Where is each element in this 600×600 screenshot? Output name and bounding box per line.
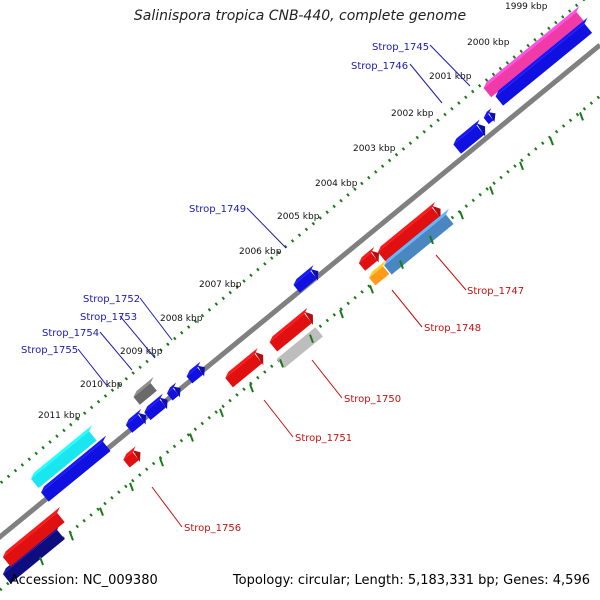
callout-leader-line (311, 359, 343, 399)
strop-1747-steel-block[interactable] (384, 208, 454, 275)
plus-strand-gene[interactable] (41, 435, 111, 502)
callout-leader-line (391, 289, 423, 328)
tick-label: 2002 kbp (391, 109, 434, 119)
tick-label: 1999 kbp (505, 2, 548, 12)
callout-leader-line (429, 44, 471, 87)
tick-label: 2007 kbp (199, 280, 242, 290)
gene-label-strop-1755[interactable]: Strop_1755 (21, 345, 78, 356)
pink-feature-block[interactable] (483, 6, 585, 98)
strop-1745-gene[interactable] (495, 17, 593, 106)
tick-label: 2000 kbp (467, 38, 510, 48)
topology-label: Topology: circular; Length: 5,183,331 bp… (232, 573, 590, 588)
gene-features (2, 6, 593, 584)
minor-tick-marks (39, 112, 584, 566)
cyan-feature-block[interactable] (30, 425, 97, 489)
callout-leader-line (119, 315, 156, 359)
gene-callouts: Strop_1745 Strop_1746 Strop_1747 Strop_1748… (21, 42, 524, 534)
strop-1750-gene[interactable] (269, 307, 314, 352)
gene-label-strop-1754[interactable]: Strop_1754 (42, 328, 99, 339)
gene-label-strop-1749[interactable]: Strop_1749 (189, 204, 246, 215)
tick-label: 2001 kbp (429, 72, 472, 82)
callout-leader-line (409, 63, 443, 104)
strop-1753-gene[interactable] (166, 382, 181, 401)
minus-strand-gene[interactable] (2, 506, 65, 567)
map-title: Salinispora tropica CNB-440, complete ge… (133, 8, 467, 24)
tick-label: 2009 kbp (120, 347, 163, 357)
gene-label-strop-1746[interactable]: Strop_1746 (351, 61, 408, 72)
strop-1752-gene[interactable] (186, 361, 205, 384)
strop-1748-gene[interactable] (369, 260, 390, 286)
callout-leader-line (139, 297, 173, 341)
tick-label: 2005 kbp (277, 212, 320, 222)
tick-label: 2010 kbp (80, 380, 123, 390)
accession-label: Accession: NC_009380 (10, 573, 158, 588)
callout-leader-line (151, 486, 183, 528)
darkgray-feature-block[interactable] (133, 377, 157, 405)
gene-label-strop-1750[interactable]: Strop_1750 (344, 394, 401, 405)
tick-label: 2006 kbp (239, 247, 282, 257)
gene-label-strop-1756[interactable]: Strop_1756 (184, 523, 241, 534)
gene-label-strop-1752[interactable]: Strop_1752 (83, 294, 140, 305)
tick-label: 2004 kbp (315, 179, 358, 189)
gene-label-strop-1747[interactable]: Strop_1747 (467, 286, 524, 297)
gene-label-strop-1751[interactable]: Strop_1751 (295, 433, 352, 444)
strop-1755-gene[interactable] (125, 408, 147, 433)
gene-label-strop-1753[interactable]: Strop_1753 (80, 312, 137, 323)
callout-leader-line (246, 207, 287, 249)
strop-1751-gene[interactable] (225, 347, 264, 388)
strop-1746-gene[interactable] (453, 119, 486, 154)
callout-leader-line (263, 399, 294, 438)
tick-label: 2008 kbp (160, 314, 203, 324)
callout-leader-line (99, 331, 133, 371)
strop-1756-gene[interactable] (123, 446, 141, 468)
callout-leader-line (435, 254, 467, 291)
callout-leader-line (77, 348, 109, 388)
tick-label: 2011 kbp (38, 411, 81, 421)
strop-1747-small-gene[interactable] (358, 246, 380, 271)
strop-1747-gene[interactable] (377, 201, 441, 262)
gene-label-strop-1748[interactable]: Strop_1748 (424, 323, 481, 334)
gene-label-strop-1745[interactable]: Strop_1745 (372, 42, 429, 53)
tick-labels: 1999 kbp 2000 kbp 2001 kbp 2002 kbp 2003 kbp… (38, 2, 548, 421)
strop-1754-gene[interactable] (144, 393, 168, 421)
strop-1749-gene[interactable] (293, 265, 319, 293)
strop-1746-small-gene[interactable] (483, 108, 496, 125)
tick-label: 2003 kbp (353, 144, 396, 154)
